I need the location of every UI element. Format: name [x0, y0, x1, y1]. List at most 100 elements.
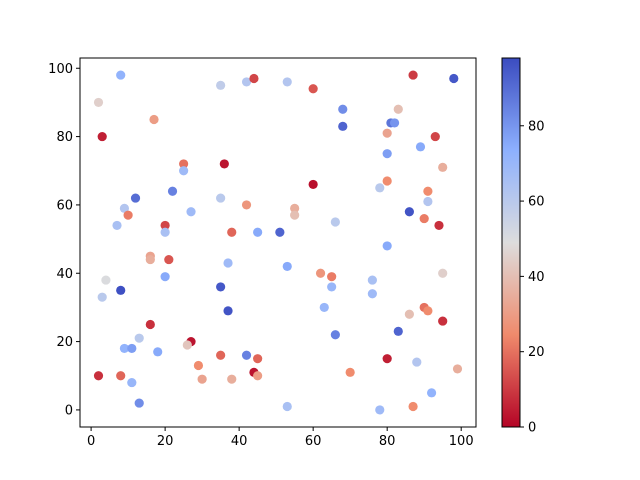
data-point	[375, 183, 385, 193]
y-tick-label: 0	[65, 403, 73, 418]
data-point	[367, 289, 377, 299]
data-point	[223, 258, 233, 268]
data-point	[290, 203, 300, 213]
data-point	[408, 70, 418, 80]
y-tick-label: 60	[56, 198, 73, 213]
data-point	[393, 104, 403, 114]
x-tick-label: 60	[305, 434, 322, 449]
data-point	[308, 179, 318, 190]
data-point	[160, 220, 170, 231]
data-point	[164, 254, 174, 265]
data-point	[327, 272, 337, 282]
data-point	[116, 371, 126, 381]
data-point	[423, 306, 433, 316]
data-point	[127, 377, 137, 388]
data-point	[186, 207, 196, 217]
data-point	[241, 200, 252, 210]
data-point	[134, 333, 144, 343]
data-point	[253, 371, 263, 381]
y-tick-label: 80	[56, 130, 73, 145]
x-tick-label: 40	[231, 434, 248, 449]
data-point	[338, 104, 348, 114]
data-point	[179, 166, 189, 176]
data-point	[101, 275, 111, 285]
colorbar	[501, 57, 521, 428]
data-point	[216, 350, 226, 360]
data-point	[438, 162, 448, 172]
data-point	[430, 131, 440, 142]
data-point	[116, 70, 126, 80]
data-point	[452, 364, 463, 374]
data-point	[193, 360, 204, 371]
data-points	[93, 70, 463, 415]
data-point	[160, 227, 170, 237]
data-point	[426, 388, 437, 398]
x-tick-label: 0	[87, 434, 95, 449]
data-point	[253, 227, 263, 237]
data-point	[149, 114, 159, 125]
data-point	[119, 343, 130, 354]
data-point	[130, 193, 141, 203]
data-point	[412, 357, 422, 367]
data-point	[112, 220, 122, 231]
data-point	[197, 374, 207, 384]
data-point	[119, 203, 130, 213]
data-point	[449, 73, 459, 84]
data-point	[375, 405, 385, 415]
data-point	[282, 77, 292, 87]
data-point	[253, 354, 263, 364]
x-tick-label: 100	[449, 434, 474, 449]
data-point	[153, 347, 163, 357]
y-tick-label: 40	[56, 267, 73, 282]
data-point	[227, 227, 237, 237]
data-point	[423, 196, 433, 207]
x-axis-ticks: 0 20 40 60 80 100	[87, 427, 474, 449]
data-point	[134, 398, 144, 408]
data-point	[182, 340, 192, 350]
data-point	[97, 292, 107, 302]
data-point	[241, 77, 252, 87]
data-point	[404, 207, 414, 217]
data-point	[327, 282, 337, 292]
data-point	[367, 275, 377, 285]
data-point	[275, 227, 285, 237]
data-point	[241, 350, 252, 360]
data-point	[338, 121, 348, 131]
data-point	[179, 159, 189, 169]
x-tick-label: 20	[157, 434, 174, 449]
data-point	[116, 285, 126, 295]
data-point	[216, 193, 226, 203]
data-point	[123, 210, 133, 220]
data-point	[308, 84, 318, 94]
data-point	[382, 176, 392, 186]
data-point	[97, 131, 107, 142]
data-point	[415, 142, 426, 152]
data-point	[145, 254, 155, 265]
data-point	[382, 354, 392, 364]
data-point	[345, 367, 355, 377]
colorbar-tick-label: 80	[528, 119, 545, 134]
data-point	[393, 326, 403, 336]
data-point	[404, 309, 414, 319]
data-point	[216, 282, 226, 292]
data-point	[438, 316, 448, 326]
data-point	[389, 118, 400, 128]
colorbar-tick-label: 60	[528, 195, 545, 210]
data-point	[145, 319, 155, 330]
x-tick-label: 80	[379, 434, 396, 449]
colorbar-tick-label: 0	[528, 421, 536, 436]
data-point	[227, 374, 237, 384]
data-point	[282, 261, 292, 272]
y-tick-label: 20	[56, 335, 73, 350]
data-point	[249, 73, 259, 84]
data-point	[290, 210, 300, 220]
data-point	[315, 268, 326, 278]
colorbar-ticks: 0 20 40 60 80	[520, 119, 545, 436]
colorbar-tick-label: 40	[528, 270, 545, 285]
data-point	[127, 343, 137, 354]
data-point	[330, 330, 340, 340]
data-point	[93, 371, 104, 381]
data-point	[423, 186, 433, 196]
data-point	[167, 186, 178, 196]
